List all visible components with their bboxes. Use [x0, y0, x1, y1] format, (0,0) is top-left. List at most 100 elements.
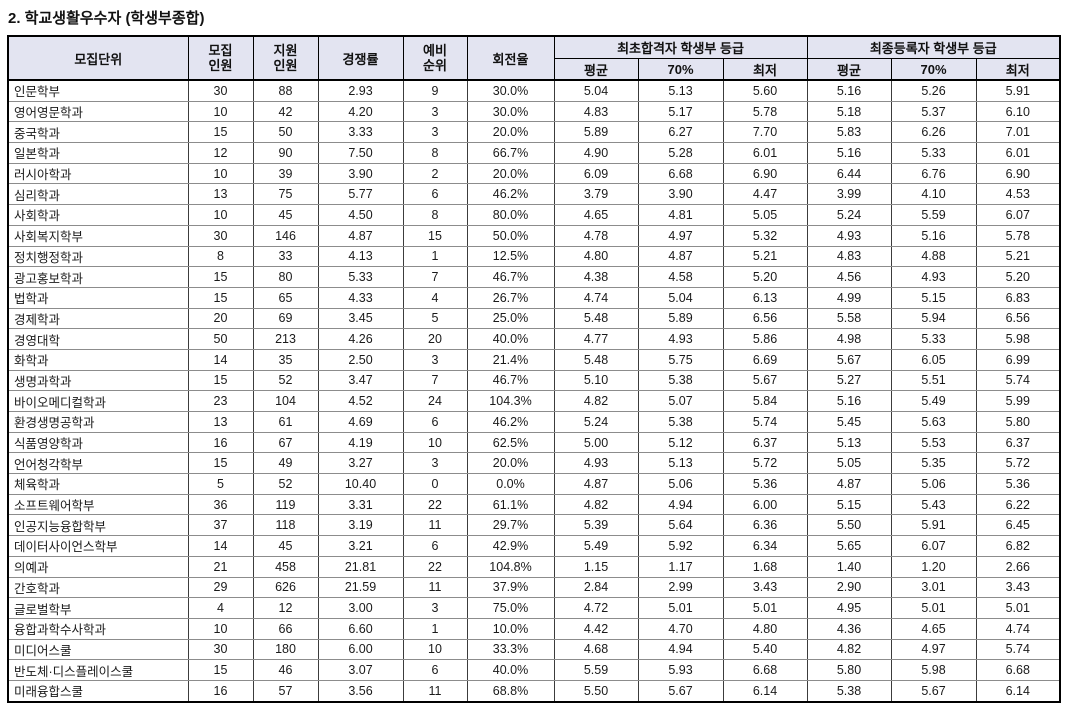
- value-cell: 5.21: [722, 245, 808, 268]
- value-cell: 7: [402, 266, 468, 288]
- value-cell: 4.52: [317, 390, 404, 412]
- table-row: 인문학부 30 88 2.93 9 30.0% 5.04 5.13 5.60 5.16 5.26 5.…: [7, 79, 1061, 102]
- value-cell: 13: [187, 183, 254, 206]
- value-cell: 5.20: [722, 266, 808, 288]
- value-cell: 3.43: [722, 576, 808, 599]
- value-cell: 9: [402, 79, 468, 102]
- value-cell: 37: [187, 514, 254, 537]
- unit-name-cell: 영어영문학과: [7, 100, 189, 123]
- value-cell: 4.95: [806, 597, 892, 619]
- value-cell: 1.20: [890, 555, 977, 578]
- unit-name-cell: 데이터사이언스학부: [7, 535, 189, 557]
- value-cell: 42.9%: [466, 535, 555, 557]
- value-cell: 5.77: [317, 183, 404, 206]
- value-cell: 3.19: [317, 514, 404, 537]
- table-row: 미래융합스쿨 16 57 3.56 11 68.8% 5.50 5.67 6.14 5.38 5.6…: [7, 679, 1061, 703]
- unit-name-cell: 중국학과: [7, 121, 189, 144]
- value-cell: 6.56: [722, 307, 808, 330]
- value-cell: 6.76: [890, 162, 977, 185]
- value-cell: 4.81: [637, 204, 724, 226]
- value-cell: 10: [402, 638, 468, 661]
- value-cell: 6: [402, 659, 468, 681]
- unit-name-cell: 사회학과: [7, 204, 189, 226]
- value-cell: 6: [402, 183, 468, 206]
- value-cell: 6.44: [806, 162, 892, 185]
- table-row: 의예과 21 458 21.81 22 104.8% 1.15 1.17 1.68 1.40 1.2…: [7, 555, 1061, 578]
- value-cell: 5: [402, 307, 468, 330]
- value-cell: 37.9%: [466, 576, 555, 599]
- value-cell: 5.36: [722, 473, 808, 495]
- value-cell: 10: [402, 431, 468, 454]
- value-cell: 5.38: [637, 411, 724, 433]
- value-cell: 42: [252, 100, 319, 123]
- value-cell: 5.74: [975, 638, 1061, 661]
- value-cell: 15: [187, 266, 254, 288]
- value-cell: 4.58: [637, 266, 724, 288]
- value-cell: 4.26: [317, 328, 404, 350]
- header-reserve-rank: 예비 순위: [402, 35, 468, 81]
- value-cell: 33.3%: [466, 638, 555, 661]
- value-cell: 626: [252, 576, 319, 599]
- value-cell: 5.53: [890, 431, 977, 454]
- table-row: 사회복지학부 30 146 4.87 15 50.0% 4.78 4.97 5.32 4.93 5.…: [7, 224, 1061, 247]
- table-row: 체육학과 5 52 10.40 0 0.0% 4.87 5.06 5.36 4.87 5.06 5.3…: [7, 473, 1061, 495]
- value-cell: 5.72: [975, 452, 1061, 475]
- table-row: 심리학과 13 75 5.77 6 46.2% 3.79 3.90 4.47 3.99 4.10 4.…: [7, 183, 1061, 206]
- value-cell: 5.13: [637, 79, 724, 102]
- value-cell: 5.49: [553, 535, 639, 557]
- header-competition-ratio: 경쟁률: [317, 35, 404, 81]
- value-cell: 4.33: [317, 286, 404, 309]
- unit-name-cell: 법학과: [7, 286, 189, 309]
- unit-name-cell: 소프트웨어학부: [7, 493, 189, 516]
- value-cell: 5.15: [806, 493, 892, 516]
- unit-name-cell: 화학과: [7, 348, 189, 371]
- value-cell: 88: [252, 79, 319, 102]
- value-cell: 39: [252, 162, 319, 185]
- unit-name-cell: 정치행정학과: [7, 245, 189, 268]
- value-cell: 75.0%: [466, 597, 555, 619]
- value-cell: 4.10: [890, 183, 977, 206]
- value-cell: 4.87: [806, 473, 892, 495]
- value-cell: 30: [187, 79, 254, 102]
- value-cell: 62.5%: [466, 431, 555, 454]
- value-cell: 8: [187, 245, 254, 268]
- header-final-min: 최저: [975, 58, 1061, 81]
- value-cell: 2.90: [806, 576, 892, 599]
- value-cell: 4.80: [722, 617, 808, 640]
- value-cell: 6.37: [722, 431, 808, 454]
- value-cell: 4.97: [637, 224, 724, 247]
- value-cell: 21.4%: [466, 348, 555, 371]
- table-row: 경영대학 50 213 4.26 20 40.0% 4.77 4.93 5.86 4.98 5.33…: [7, 328, 1061, 350]
- unit-name-cell: 심리학과: [7, 183, 189, 206]
- value-cell: 6.07: [890, 535, 977, 557]
- value-cell: 5.26: [890, 79, 977, 102]
- value-cell: 5.51: [890, 369, 977, 392]
- value-cell: 5.04: [637, 286, 724, 309]
- value-cell: 5.91: [890, 514, 977, 537]
- unit-name-cell: 간호학과: [7, 576, 189, 599]
- value-cell: 458: [252, 555, 319, 578]
- value-cell: 5: [187, 473, 254, 495]
- value-cell: 35: [252, 348, 319, 371]
- value-cell: 5.16: [806, 142, 892, 164]
- value-cell: 3: [402, 121, 468, 144]
- header-recruit-count: 모집 인원: [187, 35, 254, 81]
- table-row: 러시아학과 10 39 3.90 2 20.0% 6.09 6.68 6.90 6.44 6.76 6…: [7, 162, 1061, 185]
- value-cell: 5.48: [553, 348, 639, 371]
- table-body: 인문학부 30 88 2.93 9 30.0% 5.04 5.13 5.60 5.16 5.26 5.…: [7, 79, 1061, 703]
- value-cell: 23: [187, 390, 254, 412]
- value-cell: 4.87: [553, 473, 639, 495]
- table-row: 글로벌학부 4 12 3.00 3 75.0% 4.72 5.01 5.01 4.95 5.01 5.…: [7, 597, 1061, 619]
- admission-results-table: 모집단위 모집 인원 지원 인원 경쟁률 예비 순위 회전율 최초합격자 학생부…: [7, 35, 1062, 703]
- value-cell: 5.80: [975, 411, 1061, 433]
- value-cell: 6.90: [722, 162, 808, 185]
- value-cell: 6: [402, 535, 468, 557]
- value-cell: 5.01: [890, 597, 977, 619]
- value-cell: 5.50: [806, 514, 892, 537]
- value-cell: 6.14: [975, 679, 1061, 703]
- header-turnover-rate: 회전율: [466, 35, 555, 81]
- value-cell: 5.74: [975, 369, 1061, 392]
- value-cell: 119: [252, 493, 319, 516]
- value-cell: 5.21: [975, 245, 1061, 268]
